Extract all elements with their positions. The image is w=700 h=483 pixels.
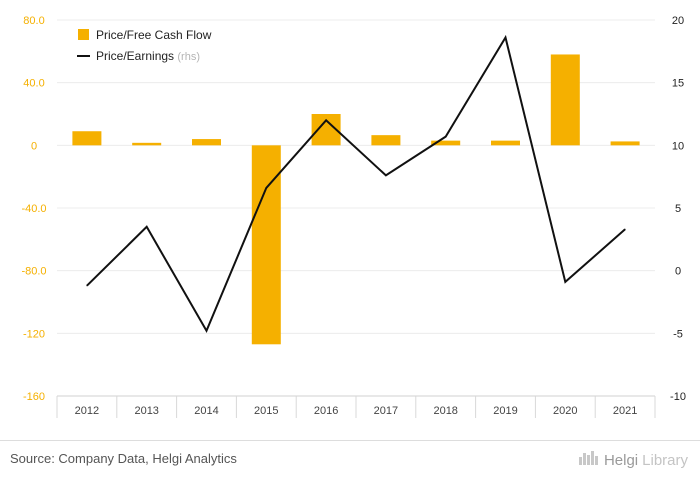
bar	[132, 142, 162, 146]
pe-point	[445, 136, 447, 138]
right-axis-tick-label: 5	[675, 203, 681, 215]
right-axis-tick-label: 20	[672, 15, 684, 27]
legend-swatch-bar	[78, 29, 89, 40]
x-axis-tick-label: 2016	[314, 405, 338, 417]
right-axis-tick-label: 10	[672, 140, 684, 152]
pe-point	[564, 281, 566, 283]
bar	[550, 54, 580, 146]
bar	[251, 145, 281, 345]
left-axis-tick-label: -80.0	[21, 266, 46, 278]
x-axis-tick-label: 2012	[75, 405, 99, 417]
brand-name-part2: Library	[642, 451, 688, 469]
legend-rhs-note: (rhs)	[177, 51, 200, 63]
pe-point	[325, 119, 327, 121]
brand-logo: Helgi Library	[578, 450, 688, 470]
pe-point	[86, 285, 88, 287]
brand-name-part1: Helgi	[603, 451, 639, 469]
line-series	[86, 34, 626, 334]
left-axis-tick-label: 0	[31, 140, 37, 152]
pe-point	[206, 330, 207, 332]
x-axis-tick-label: 2019	[493, 405, 517, 417]
x-axis-tick-label: 2021	[613, 405, 637, 417]
pe-point	[265, 187, 267, 189]
bar	[491, 140, 520, 146]
axes: 80.040.00-40.0-80.0-120-16020151050-5-10…	[21, 15, 686, 418]
left-axis-tick-label: 80.0	[23, 15, 44, 27]
right-axis-tick-label: -5	[673, 328, 683, 340]
legend-label-bar: Price/Free Cash Flow	[96, 28, 212, 42]
footer-divider	[0, 440, 700, 441]
legend: Price/Free Cash Flow Price/Earnings (rhs)	[77, 28, 212, 63]
bar-series	[72, 54, 640, 345]
pe-point	[385, 174, 387, 176]
library-icon	[578, 450, 600, 470]
left-axis-tick-label: 40.0	[23, 78, 44, 90]
x-axis-tick-label: 2013	[134, 405, 158, 417]
bar	[192, 139, 221, 146]
pe-point	[505, 37, 506, 39]
right-axis-tick-label: -10	[670, 391, 686, 403]
x-axis-tick-label: 2014	[194, 405, 218, 417]
legend-label-line: Price/Earnings (rhs)	[96, 49, 200, 63]
right-axis-tick-label: 0	[675, 266, 681, 278]
x-axis-tick-label: 2017	[374, 405, 398, 417]
bar	[371, 135, 401, 146]
right-axis-tick-label: 15	[672, 78, 684, 90]
left-axis-tick-label: -40.0	[21, 203, 46, 215]
pe-point	[146, 226, 148, 228]
footer: Source: Company Data, Helgi Analytics He…	[0, 440, 700, 483]
bar	[610, 141, 640, 146]
bar	[431, 140, 461, 146]
x-axis-tick-label: 2015	[254, 405, 278, 417]
x-axis-tick-label: 2020	[553, 405, 577, 417]
bar	[72, 131, 102, 146]
left-axis-tick-label: -120	[23, 328, 45, 340]
pe-point	[624, 228, 626, 230]
left-axis-tick-label: -160	[23, 391, 45, 403]
pe-line	[86, 34, 626, 334]
chart: 80.040.00-40.0-80.0-120-16020151050-5-10…	[21, 15, 686, 418]
x-axis-tick-label: 2018	[433, 405, 457, 417]
source-note: Source: Company Data, Helgi Analytics	[10, 451, 237, 466]
